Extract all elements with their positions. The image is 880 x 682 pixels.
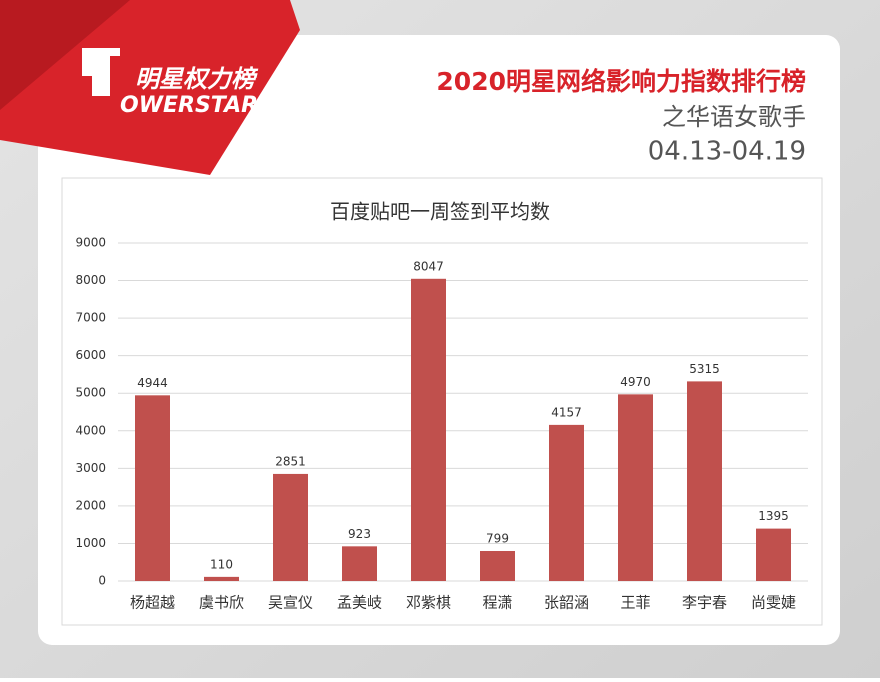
value-label: 2851 xyxy=(275,454,306,468)
y-tick-label: 7000 xyxy=(75,311,106,325)
logo-icon xyxy=(82,48,120,96)
bar xyxy=(204,576,239,581)
value-label: 110 xyxy=(210,557,233,571)
bar xyxy=(687,381,722,581)
y-tick-label: 3000 xyxy=(75,461,106,475)
value-label: 4944 xyxy=(137,376,168,390)
x-tick-label: 吴宣仪 xyxy=(268,594,313,612)
x-tick-label: 王菲 xyxy=(620,594,650,612)
value-label: 4157 xyxy=(551,405,582,419)
y-tick-label: 4000 xyxy=(75,423,106,437)
bar xyxy=(480,550,515,581)
x-tick-label: 杨超越 xyxy=(130,594,175,612)
x-tick-label: 邓紫棋 xyxy=(406,594,451,612)
bar xyxy=(618,394,653,581)
value-label: 923 xyxy=(348,527,371,541)
value-label: 1395 xyxy=(758,509,789,523)
x-tick-label: 孟美岐 xyxy=(337,594,382,612)
x-tick-label: 李宇春 xyxy=(682,594,727,612)
x-tick-label: 尚雯婕 xyxy=(751,594,796,612)
chart-title: 百度贴吧一周签到平均数 xyxy=(330,200,550,224)
x-tick-label: 虞书欣 xyxy=(199,594,244,612)
bar xyxy=(342,546,377,581)
y-tick-label: 0 xyxy=(98,574,106,588)
value-label: 8047 xyxy=(413,259,444,273)
bar xyxy=(273,473,308,581)
logo-en: OWERSTAR xyxy=(120,93,258,118)
y-tick-label: 8000 xyxy=(75,273,106,287)
bar xyxy=(411,278,446,581)
header-title: 2020明星网络影响力指数排行榜 xyxy=(436,67,806,96)
bar xyxy=(756,528,791,581)
value-label: 5315 xyxy=(689,362,720,376)
value-label: 4970 xyxy=(620,375,651,389)
x-tick-label: 张韶涵 xyxy=(544,594,589,612)
y-tick-label: 9000 xyxy=(75,236,106,250)
bar xyxy=(549,424,584,581)
value-label: 799 xyxy=(486,531,509,545)
y-tick-label: 6000 xyxy=(75,348,106,362)
logo-cn: 明星权力榜 xyxy=(135,65,259,93)
x-tick-label: 程潇 xyxy=(482,594,512,612)
header-subtitle: 之华语女歌手 xyxy=(662,103,806,131)
bar xyxy=(135,395,170,581)
y-tick-label: 5000 xyxy=(75,386,106,400)
logo-shade xyxy=(0,0,130,110)
y-tick-label: 2000 xyxy=(75,498,106,512)
header-date: 04.13-04.19 xyxy=(648,137,806,167)
y-tick-label: 1000 xyxy=(75,536,106,550)
